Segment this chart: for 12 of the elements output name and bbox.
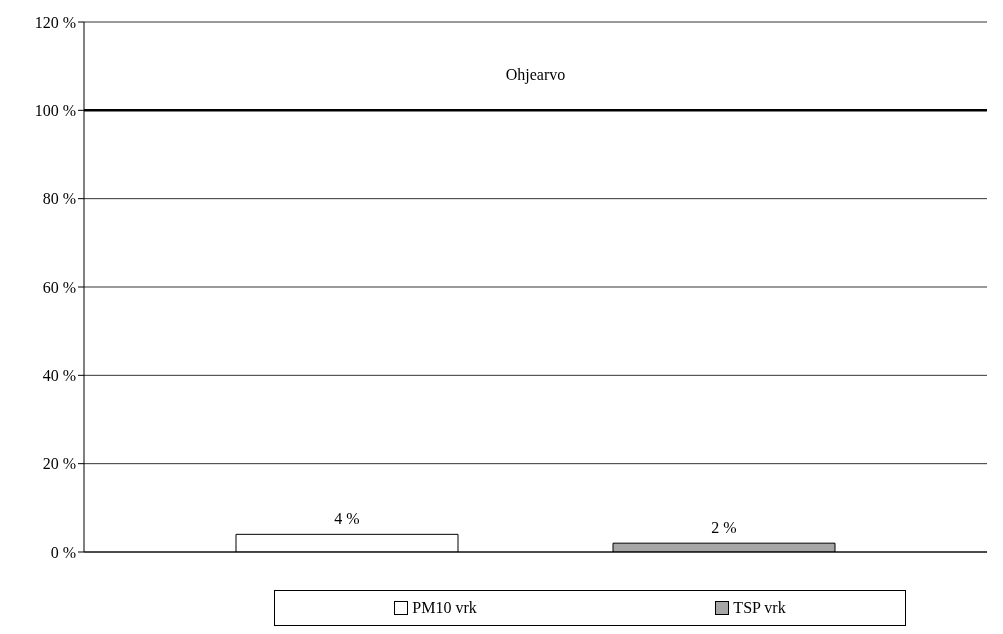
y-tick-label: 100 % [34,102,76,120]
ref-line-label: Ohjearvo [505,66,566,85]
y-tick-label: 60 % [42,278,76,296]
y-tick-label: 20 % [42,455,76,473]
data-label: 4 % [334,510,360,528]
y-tick-label: 40 % [42,367,76,385]
y-tick-label: 80 % [42,190,76,208]
y-tick-label: 0 % [50,543,76,561]
data-label: 2 % [711,519,737,537]
legend-label: TSP vrk [732,599,786,617]
legend-label: PM10 vrk [411,599,477,617]
y-tick-label: 120 % [34,13,76,31]
